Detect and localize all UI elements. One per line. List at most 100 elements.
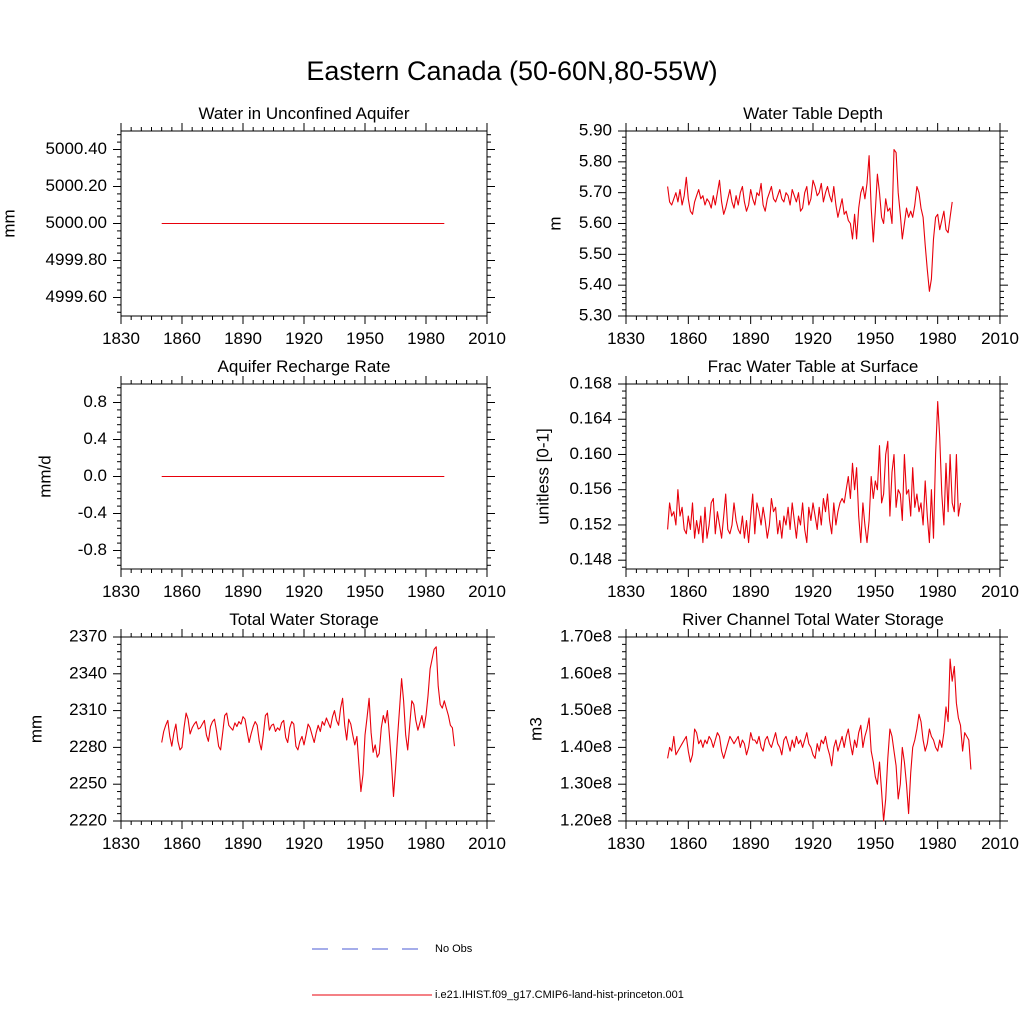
panel-1-y-tick-label: 4999.80 xyxy=(46,250,107,269)
panel-2-y-tick-label: 5.80 xyxy=(579,151,612,170)
panel-4-title: Frac Water Table at Surface xyxy=(708,357,919,376)
panel-5-y-tick-label: 2340 xyxy=(69,663,107,682)
panel-2-x-tick-label: 1830 xyxy=(607,329,645,348)
panel-2-x-tick-label: 2010 xyxy=(981,329,1019,348)
panel-3-x-tick-label: 2010 xyxy=(468,582,506,601)
panel-2-series-line xyxy=(667,148,953,292)
panel-2-x-tick-label: 1860 xyxy=(669,329,707,348)
panel-4-y-tick-label: 0.156 xyxy=(569,479,612,498)
legend-label-model: i.e21.IHIST.f09_g17.CMIP6-land-hist-prin… xyxy=(435,989,684,1001)
panel-2-y-tick-label: 5.30 xyxy=(579,305,612,324)
panel-1-x-tick-label: 2010 xyxy=(468,329,506,348)
panel-1-title: Water in Unconfined Aquifer xyxy=(198,104,409,123)
panel-3-title: Aquifer Recharge Rate xyxy=(218,357,391,376)
panel-5-y-tick-label: 2250 xyxy=(69,774,107,793)
panel-5-x-tick-label: 1830 xyxy=(102,834,140,853)
panel-5-x-tick-label: 1890 xyxy=(224,834,262,853)
panel-4-x-tick-label: 1860 xyxy=(669,582,707,601)
panel-2-x-tick-label: 1980 xyxy=(919,329,957,348)
panel-1-y-tick-label: 5000.20 xyxy=(46,176,107,195)
panel-5-x-tick-label: 1950 xyxy=(346,834,384,853)
figure-title: Eastern Canada (50-60N,80-55W) xyxy=(306,56,718,86)
panel-4-y-tick-label: 0.152 xyxy=(569,514,612,533)
panel-2-y-tick-label: 5.50 xyxy=(579,244,612,263)
panel-1-x-tick-label: 1890 xyxy=(224,329,262,348)
panel-6-x-tick-label: 1920 xyxy=(794,834,832,853)
panel-4-y-tick-label: 0.164 xyxy=(569,409,612,428)
panel-6-x-tick-label: 1830 xyxy=(607,834,645,853)
panel-3-x-tick-label: 1830 xyxy=(102,582,140,601)
panel-1-x-tick-label: 1860 xyxy=(163,329,201,348)
panel-6-y-tick-label: 1.40e8 xyxy=(560,737,612,756)
panel-2-x-tick-label: 1890 xyxy=(732,329,770,348)
panel-5-y-tick-label: 2370 xyxy=(69,626,107,645)
panel-4-y-tick-label: 0.148 xyxy=(569,550,612,569)
panel-6-x-tick-label: 1980 xyxy=(919,834,957,853)
panel-4-x-tick-label: 1950 xyxy=(856,582,894,601)
panel-6-x-tick-label: 2010 xyxy=(981,834,1019,853)
panel-6-y-axis-label: m3 xyxy=(526,717,545,741)
panel-4-y-tick-label: 0.160 xyxy=(569,444,612,463)
panel-6-x-tick-label: 1890 xyxy=(732,834,770,853)
panel-5-series-line xyxy=(161,646,456,798)
panel-3-y-tick-label: 0.4 xyxy=(83,429,107,448)
panel-6-series-line xyxy=(667,658,972,822)
panel-1-x-tick-label: 1830 xyxy=(102,329,140,348)
panel-5-y-tick-label: 2220 xyxy=(69,810,107,829)
panel-2-x-tick-label: 1950 xyxy=(856,329,894,348)
panel-4-y-tick-label: 0.168 xyxy=(569,373,612,392)
panel-4-x-tick-label: 1980 xyxy=(919,582,957,601)
panel-2-title: Water Table Depth xyxy=(743,104,883,123)
panel-5-x-tick-label: 1920 xyxy=(285,834,323,853)
panel-6-y-tick-label: 1.30e8 xyxy=(560,774,612,793)
panel-3-y-tick-label: -0.8 xyxy=(78,540,107,559)
panel-5-x-tick-label: 1860 xyxy=(163,834,201,853)
panel-6-y-tick-label: 1.70e8 xyxy=(560,626,612,645)
panel-3-y-tick-label: -0.4 xyxy=(78,503,107,522)
panel-4-x-tick-label: 2010 xyxy=(981,582,1019,601)
panel-3-y-tick-label: 0.8 xyxy=(83,392,107,411)
panel-6-y-tick-label: 1.20e8 xyxy=(560,810,612,829)
panel-1-y-axis-label: mm xyxy=(0,209,18,237)
panel-3-x-tick-label: 1920 xyxy=(285,582,323,601)
panel-1-x-tick-label: 1950 xyxy=(346,329,384,348)
panel-2-y-tick-label: 5.40 xyxy=(579,275,612,294)
panel-3-x-tick-label: 1950 xyxy=(346,582,384,601)
panel-1-y-tick-label: 5000.40 xyxy=(46,139,107,158)
panel-2-x-tick-label: 1920 xyxy=(794,329,832,348)
panel-2-plot-frame xyxy=(625,130,1001,317)
panel-2-y-axis-label: m xyxy=(545,216,564,230)
panel-4-y-axis-label: unitless [0-1] xyxy=(533,428,552,524)
panel-6-title: River Channel Total Water Storage xyxy=(682,610,944,629)
legend-label-no-obs: No Obs xyxy=(435,943,473,955)
panel-6-y-tick-label: 1.60e8 xyxy=(560,663,612,682)
panel-5-y-axis-label: mm xyxy=(26,715,45,743)
panel-5-x-tick-label: 2010 xyxy=(468,834,506,853)
panel-1-x-tick-label: 1920 xyxy=(285,329,323,348)
panel-3-x-tick-label: 1890 xyxy=(224,582,262,601)
panel-3-y-axis-label: mm/d xyxy=(35,455,54,498)
panel-5-title: Total Water Storage xyxy=(229,610,379,629)
panel-4-plot-frame xyxy=(625,383,1001,570)
panel-5-y-tick-label: 2280 xyxy=(69,737,107,756)
panel-2-y-tick-label: 5.90 xyxy=(579,120,612,139)
panel-5-plot-frame xyxy=(120,636,488,822)
panel-3-x-tick-label: 1980 xyxy=(407,582,445,601)
panel-4-x-tick-label: 1830 xyxy=(607,582,645,601)
panel-1-y-tick-label: 5000.00 xyxy=(46,213,107,232)
panel-4-series-line xyxy=(667,401,962,544)
panel-3-y-tick-label: 0.0 xyxy=(83,466,107,485)
panel-6-y-tick-label: 1.50e8 xyxy=(560,700,612,719)
panel-2-y-tick-label: 5.70 xyxy=(579,182,612,201)
panel-2-y-tick-label: 5.60 xyxy=(579,213,612,232)
panel-6-x-tick-label: 1950 xyxy=(856,834,894,853)
panel-5-x-tick-label: 1980 xyxy=(407,834,445,853)
panel-1-y-tick-label: 4999.60 xyxy=(46,287,107,306)
panel-4-x-tick-label: 1890 xyxy=(732,582,770,601)
panel-5-y-tick-label: 2310 xyxy=(69,700,107,719)
panel-1-x-tick-label: 1980 xyxy=(407,329,445,348)
panel-4-x-tick-label: 1920 xyxy=(794,582,832,601)
panel-6-x-tick-label: 1860 xyxy=(669,834,707,853)
panel-3-x-tick-label: 1860 xyxy=(163,582,201,601)
